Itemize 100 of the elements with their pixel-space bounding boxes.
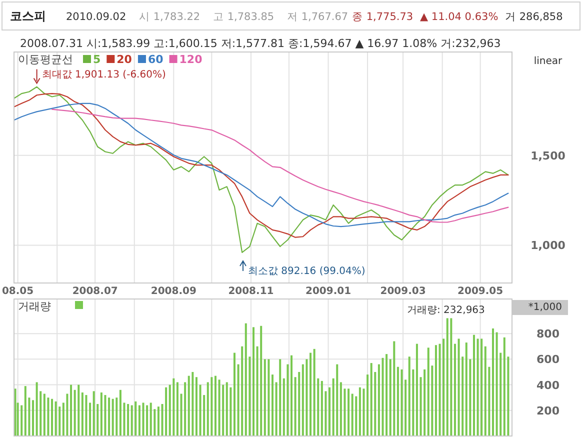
bar	[286, 364, 289, 436]
bar	[112, 398, 114, 436]
bar	[424, 369, 426, 436]
bar	[454, 344, 456, 436]
bar	[14, 388, 16, 436]
bar	[157, 406, 160, 436]
bar	[142, 402, 144, 436]
legend-label: 120	[179, 53, 203, 66]
bar	[313, 348, 316, 436]
text: *1,000	[528, 302, 562, 313]
bar	[146, 405, 148, 436]
bar	[134, 401, 137, 436]
bar	[264, 359, 266, 436]
bar	[210, 377, 213, 436]
bar	[272, 374, 274, 436]
text: 고 1,783.85	[213, 11, 274, 23]
text: 2010.09.02	[66, 11, 126, 23]
annotation: 거래량: 232,963	[407, 305, 485, 316]
bar	[184, 382, 186, 436]
bar	[199, 384, 202, 436]
text: ▲ 11.04 0.63%	[420, 11, 498, 23]
bar	[47, 398, 50, 436]
bar	[279, 359, 282, 436]
bar	[172, 378, 175, 436]
bar	[51, 398, 54, 436]
bar	[36, 382, 38, 436]
bar	[450, 318, 452, 436]
y-tick-label: 1,000	[530, 239, 566, 252]
bar	[252, 327, 254, 436]
legend-label: 거래량	[18, 300, 51, 313]
bar	[492, 328, 494, 436]
bar	[108, 398, 110, 436]
bar	[427, 348, 430, 436]
annotation: 최소값 892.16 (99.04%)	[248, 266, 366, 277]
bar	[442, 338, 445, 436]
y-tick-label: 600	[536, 353, 560, 366]
bar	[446, 318, 448, 436]
text: linear	[534, 56, 564, 67]
bar	[226, 382, 228, 436]
bar	[214, 376, 216, 436]
bar	[320, 380, 323, 436]
bar	[496, 332, 498, 436]
bar	[100, 392, 102, 436]
legend-label: 5	[93, 53, 101, 66]
y-tick-label: 800	[536, 328, 560, 341]
y-tick-label: 200	[536, 404, 560, 418]
bar	[66, 394, 68, 436]
bar	[20, 405, 23, 436]
legend-title: 이동평균선	[18, 53, 73, 66]
bar	[382, 358, 384, 436]
bar	[54, 401, 57, 436]
x-tick-label: 08.05	[2, 286, 34, 297]
legend: 거래량	[18, 300, 83, 313]
bar	[298, 372, 300, 436]
x-tick-label: 2008.09	[150, 286, 196, 297]
x-tick-label: 2009.01	[305, 286, 352, 297]
chart-title: 코스피	[10, 9, 46, 23]
bar	[458, 338, 460, 436]
bar	[306, 359, 308, 436]
bar	[244, 323, 247, 436]
bar	[233, 352, 236, 436]
bar	[89, 402, 92, 436]
bar	[366, 374, 369, 436]
bar	[138, 405, 140, 436]
y-tick-label: 400	[536, 378, 560, 392]
bar	[370, 363, 372, 436]
bar	[32, 400, 34, 436]
bar	[85, 395, 88, 436]
bar	[150, 402, 152, 436]
bar	[408, 356, 410, 436]
legend-label: 20	[116, 53, 132, 66]
bar	[476, 338, 479, 436]
x-tick-label: 2008.11	[228, 286, 274, 297]
x-tick-label: 2009.05	[458, 286, 504, 297]
bar	[362, 388, 365, 436]
bar	[130, 405, 133, 436]
bar	[290, 355, 293, 436]
bar	[241, 346, 244, 436]
bar	[393, 341, 396, 436]
bar	[119, 390, 122, 436]
bar	[165, 387, 168, 436]
legend-label: 60	[148, 53, 164, 66]
bar	[434, 345, 437, 436]
bar	[192, 372, 194, 436]
bar	[188, 376, 190, 436]
bar	[348, 388, 350, 436]
text: 저 1,767.67	[287, 11, 348, 23]
bar	[43, 394, 46, 436]
y-tick-label: 1,500	[530, 149, 566, 162]
text: 시 1,783.22	[139, 11, 200, 23]
bar	[503, 337, 506, 436]
bar	[484, 346, 486, 436]
text: 종 1,775.73	[352, 11, 414, 23]
bar	[358, 387, 361, 436]
x-tick-label: 2009.03	[380, 286, 426, 297]
bar	[116, 398, 118, 436]
bar	[104, 395, 106, 436]
bar	[416, 344, 418, 436]
bar	[260, 326, 262, 436]
bar	[340, 382, 342, 436]
